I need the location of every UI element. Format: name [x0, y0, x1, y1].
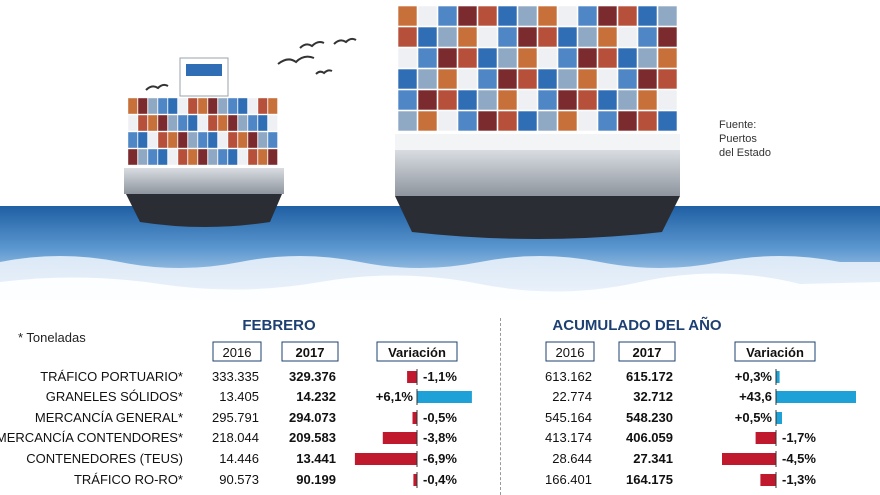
value-2017: 548.230: [626, 410, 673, 425]
column-header: 2016: [556, 345, 585, 360]
value-2017: 90.199: [296, 472, 336, 487]
value-2016: 613.162: [545, 369, 592, 384]
unit-note: * Toneladas: [18, 330, 86, 345]
variation-bar: [382, 432, 417, 444]
value-2017: 14.232: [296, 389, 336, 404]
variation-bar: [417, 391, 472, 403]
value-2017: 209.583: [289, 430, 336, 445]
value-2016: 218.044: [212, 430, 259, 445]
column-header: Variación: [746, 345, 804, 360]
variation-label: +0,3%: [735, 369, 773, 384]
variation-label: +0,5%: [735, 410, 773, 425]
value-2017: 406.059: [626, 430, 673, 445]
row-label: CONTENEDORES (TEUS): [26, 451, 183, 466]
column-header-box: [212, 341, 262, 362]
value-2016: 90.573: [219, 472, 259, 487]
row-label: MERCANCÍA GENERAL*: [35, 410, 183, 425]
variation-label: +43,6: [739, 389, 772, 404]
column-header: 2016: [223, 345, 252, 360]
value-2016: 22.774: [552, 389, 592, 404]
variation-bar: [354, 453, 417, 465]
variation-bar: [413, 474, 417, 486]
variation-label: -3,8%: [423, 430, 457, 445]
row-label: MERCANCÍA CONTENDORES*: [0, 430, 183, 445]
column-header-box: [734, 341, 816, 362]
value-2016: 295.791: [212, 410, 259, 425]
section-title: FEBRERO: [242, 317, 316, 334]
section-title: ACUMULADO DEL AÑO: [552, 316, 721, 334]
column-header-box: [281, 341, 339, 362]
variation-label: -0,5%: [423, 410, 457, 425]
variation-bar: [760, 474, 776, 486]
value-2016: 413.174: [545, 430, 592, 445]
value-2016: 13.405: [219, 389, 259, 404]
ships-illustration: [0, 5, 880, 300]
variation-bar: [776, 371, 780, 383]
row-label: TRÁFICO PORTUARIO*: [40, 369, 183, 384]
value-2016: 545.164: [545, 410, 592, 425]
value-2017: 294.073: [289, 410, 336, 425]
variation-label: -1,3%: [782, 472, 816, 487]
variation-label: -0,4%: [423, 472, 457, 487]
row-label: TRÁFICO RO-RO*: [74, 472, 183, 487]
column-header-box: [545, 341, 595, 362]
column-header-box: [376, 341, 458, 362]
variation-label: -1,1%: [423, 369, 457, 384]
traffic-table: * Toneladas FEBRERO 2016 2017 Variación TRÁFI…: [0, 316, 856, 488]
large-ship: [395, 5, 680, 239]
value-2017: 329.376: [289, 369, 336, 384]
column-header-box: [618, 341, 676, 362]
row-label: GRANELES SÓLIDOS*: [46, 389, 183, 404]
birds: [145, 37, 357, 91]
section-divider: [500, 318, 501, 495]
value-2017: 615.172: [626, 369, 673, 384]
column-header: 2017: [296, 345, 325, 360]
value-2016: 28.644: [552, 451, 592, 466]
column-header: Variación: [388, 345, 446, 360]
value-2016: 14.446: [219, 451, 259, 466]
value-2017: 27.341: [633, 451, 673, 466]
small-ship: [124, 57, 284, 227]
variation-bar: [412, 412, 417, 424]
variation-bar: [407, 371, 417, 383]
variation-bar: [776, 391, 856, 403]
value-2017: 13.441: [296, 451, 336, 466]
value-2016: 166.401: [545, 472, 592, 487]
value-2017: 32.712: [633, 389, 673, 404]
variation-label: -4,5%: [782, 451, 816, 466]
value-2017: 164.175: [626, 472, 673, 487]
source-note: Fuente: Puertos del Estado: [719, 119, 771, 159]
column-header: 2017: [633, 345, 662, 360]
variation-bar: [722, 453, 776, 465]
variation-bar: [776, 412, 782, 424]
variation-label: +6,1%: [376, 389, 414, 404]
variation-bar: [755, 432, 776, 444]
value-2016: 333.335: [212, 369, 259, 384]
variation-label: -1,7%: [782, 430, 816, 445]
variation-label: -6,9%: [423, 451, 457, 466]
